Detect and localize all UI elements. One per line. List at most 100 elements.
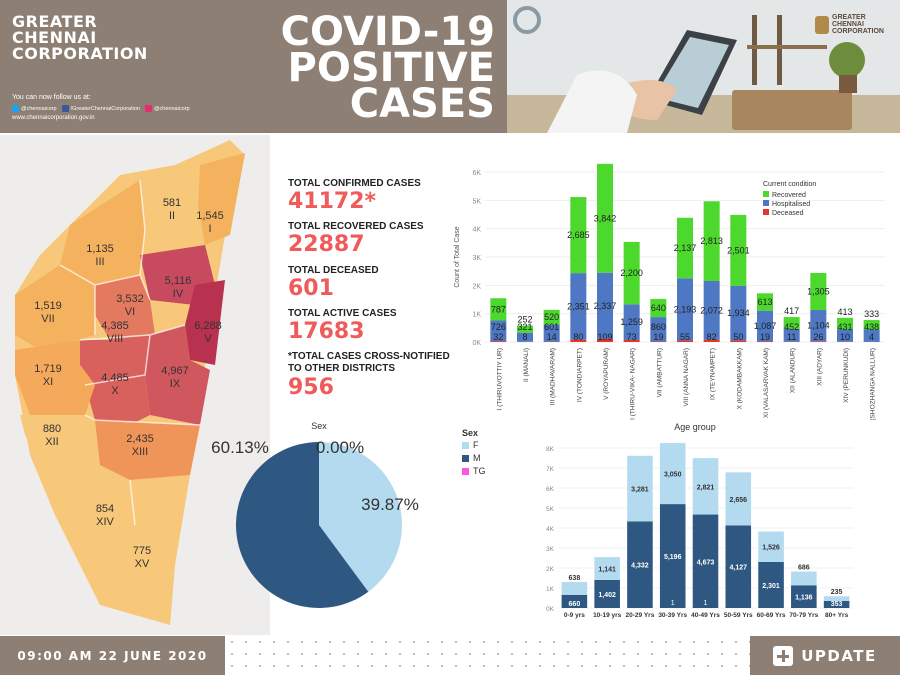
label-deceased: 4 xyxy=(869,332,874,342)
bar-female xyxy=(659,443,686,505)
label-recovered: 2,685 xyxy=(567,230,590,240)
update-label: UPDATE xyxy=(801,646,877,665)
facebook-icon xyxy=(61,105,69,112)
zone-value: 1,135 xyxy=(86,243,114,255)
instagram-link[interactable]: @chennaicorp xyxy=(144,105,190,112)
label-female: 638 xyxy=(569,575,581,582)
sex-legend: Sex F M TG xyxy=(462,428,486,476)
label-male: 1,136 xyxy=(795,595,813,602)
active-value: 17683 xyxy=(288,319,365,344)
age-chart-category: 40-49 Yrs xyxy=(691,612,720,619)
zone-chart-category: V (ROYAPURAM) xyxy=(603,348,610,400)
zone-chart-ytick: 4K xyxy=(472,227,481,234)
zone-label-xii: 880 XII xyxy=(27,423,77,449)
bar-deceased xyxy=(650,341,667,342)
zone-numeral: IX xyxy=(169,378,181,390)
zone-label-xiv: 854 XIV xyxy=(80,503,130,529)
bar-deceased xyxy=(677,340,693,342)
age-chart-ytick: 0K xyxy=(546,606,555,613)
label-recovered: 640 xyxy=(651,303,666,313)
zone-label-ii: 581 II xyxy=(147,197,197,223)
label-hospitalised: 431 xyxy=(837,322,852,332)
zone-value: 2,435 xyxy=(126,433,154,445)
bar-female xyxy=(561,582,588,595)
label-female: 686 xyxy=(798,565,810,572)
zone-label-x: 4,485 X xyxy=(90,372,140,398)
bar-female xyxy=(758,531,784,562)
legend-label-female: F xyxy=(473,440,479,450)
zone-chart-category: XI (VALASARVAK KAM) xyxy=(763,348,770,418)
zone-legend-swatch xyxy=(763,200,769,206)
bar-hospitalised xyxy=(863,329,880,342)
bar-male xyxy=(791,585,817,608)
deceased-value: 601 xyxy=(288,276,334,301)
pie-label-m: 60.13% xyxy=(211,438,269,457)
zone-numeral: III xyxy=(95,256,105,268)
bar-hospitalised xyxy=(783,328,800,342)
bar-deceased xyxy=(730,340,747,342)
bar-recovered xyxy=(543,309,560,325)
facebook-link[interactable]: /GreaterChennaiCorporation xyxy=(61,105,140,112)
logo-text-line1: GREATER xyxy=(832,14,866,21)
zone-value: 3,532 xyxy=(116,293,144,305)
label-hospitalised: 2,072 xyxy=(700,305,723,315)
recovered-label: TOTAL RECOVERED CASES xyxy=(288,221,424,232)
zone-chart-category: XII (ALANDUR) xyxy=(790,348,797,393)
label-female: 2,656 xyxy=(730,497,748,504)
label-male: 4,673 xyxy=(697,559,715,566)
label-deceased: 11 xyxy=(787,332,796,342)
bar-recovered xyxy=(730,214,747,286)
legend-label-male: M xyxy=(473,453,481,463)
active-label: TOTAL ACTIVE CASES xyxy=(288,308,397,319)
label-deceased: 8 xyxy=(522,332,527,342)
zone-VIII-shape xyxy=(80,335,150,385)
website-link[interactable]: www.chennaicorporation.gov.in xyxy=(12,115,95,121)
age-chart-ytick: 6K xyxy=(546,486,555,493)
zone-label-xi: 1,719 XI xyxy=(23,363,73,389)
legend-swatch-tg xyxy=(462,467,469,475)
zone-legend-title: Current condition xyxy=(763,181,816,188)
zone-value: 5,116 xyxy=(164,275,192,287)
bar-male xyxy=(725,525,752,608)
zone-numeral: XIII xyxy=(131,446,149,458)
bar-female xyxy=(791,571,817,586)
bar-hospitalised xyxy=(570,273,587,340)
label-recovered: 333 xyxy=(864,309,879,319)
zone-label-iv: 5,116 IV xyxy=(153,275,203,301)
pie-slice-f xyxy=(319,442,402,592)
zone-I-shape xyxy=(198,153,245,245)
bar-deceased xyxy=(597,338,613,342)
zone-VI-shape xyxy=(95,275,155,340)
age-chart-ytick: 7K xyxy=(546,466,555,473)
header-photo: GREATER CHENNAI CORPORATION xyxy=(507,0,900,133)
bar-recovered xyxy=(703,201,720,281)
bar-female xyxy=(594,557,620,580)
label-hospitalised: 1,934 xyxy=(727,308,750,318)
cross-label-line1: *TOTAL CASES CROSS-NOTIFIED xyxy=(288,351,450,362)
twitter-link[interactable]: @chennaicorp xyxy=(12,105,57,112)
bar-hospitalised xyxy=(623,304,640,340)
cross-notified-label: *TOTAL CASES CROSS-NOTIFIED TO OTHER DIS… xyxy=(288,351,450,375)
label-hospitalised: 2,337 xyxy=(594,301,617,311)
org-name: GREATER CHENNAI CORPORATION xyxy=(12,14,148,62)
zone-chart-ylabel: Count of Total Case xyxy=(454,226,461,287)
org-name-line3: CORPORATION xyxy=(12,44,148,63)
title-line2: POSITIVE xyxy=(287,45,495,91)
zone-chart-ytick: 2K xyxy=(472,283,481,290)
sex-legend-item: M xyxy=(462,453,486,463)
label-female: 3,050 xyxy=(664,472,682,479)
logo-text-line2: CHENNAI xyxy=(832,21,864,28)
zone-chart-category: XIV (PERUNKUDI) xyxy=(843,348,850,403)
age-chart-title: Age group xyxy=(674,422,716,432)
zone-map-shapes xyxy=(0,135,270,635)
age-chart-ytick: 4K xyxy=(546,526,555,533)
age-chart-category: 60-69 Yrs xyxy=(757,612,786,619)
label-recovered: 520 xyxy=(544,312,559,322)
label-hospitalised: 726 xyxy=(491,322,506,332)
zone-legend-swatch xyxy=(763,191,769,197)
label-deceased: 50 xyxy=(733,332,743,342)
header-brand-panel: GREATER CHENNAI CORPORATION You can now … xyxy=(0,0,507,133)
bar-male xyxy=(692,514,719,608)
zone-chart-category: IX (TEYNAMPET) xyxy=(710,348,717,400)
zone-chart-category: X (KODAMBAKKAM) xyxy=(736,348,743,409)
